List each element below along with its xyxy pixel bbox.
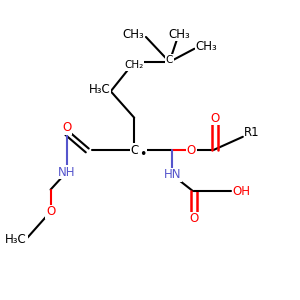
Text: R1: R1: [244, 126, 260, 139]
Text: H₃C: H₃C: [5, 233, 27, 246]
Text: CH₂: CH₂: [124, 61, 144, 70]
Text: •: •: [139, 148, 146, 161]
Text: CH₃: CH₃: [123, 28, 145, 40]
Text: NH: NH: [58, 166, 76, 178]
Text: H₃C: H₃C: [89, 83, 111, 96]
Text: O: O: [62, 122, 71, 134]
Text: C: C: [166, 55, 173, 65]
Text: HN: HN: [164, 169, 181, 182]
Text: CH₃: CH₃: [169, 28, 190, 40]
Text: C: C: [130, 143, 138, 157]
Text: O: O: [210, 112, 220, 125]
Text: O: O: [190, 212, 199, 226]
Text: O: O: [187, 143, 196, 157]
Text: CH₃: CH₃: [196, 40, 218, 53]
Text: OH: OH: [232, 184, 250, 198]
Text: O: O: [46, 205, 55, 218]
